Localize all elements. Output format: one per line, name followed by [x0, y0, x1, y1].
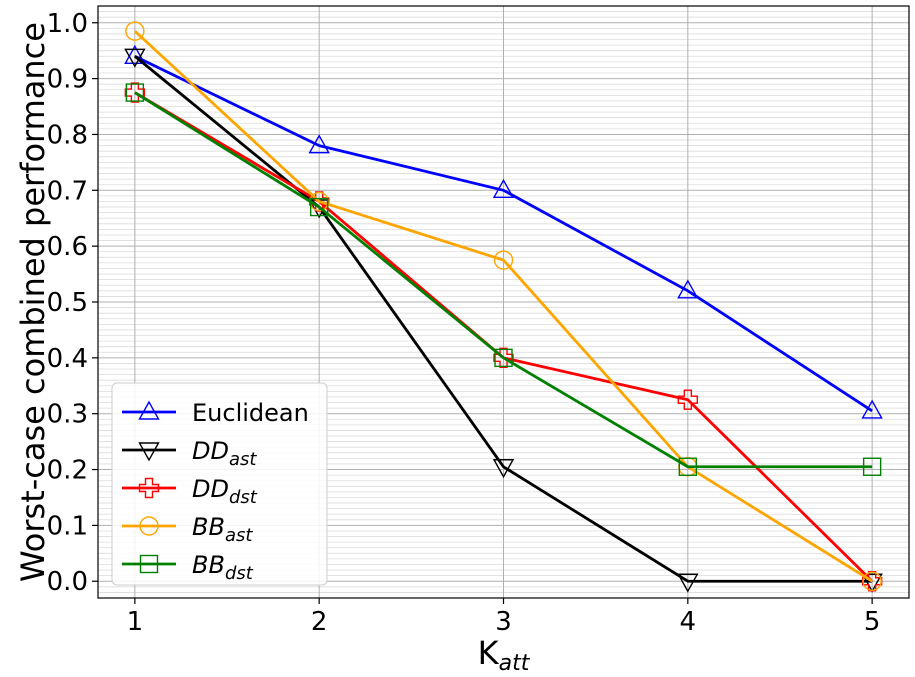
legend-marker: [139, 516, 159, 536]
x-tick-label: 5: [864, 607, 881, 637]
legend-label-main: BB: [192, 551, 225, 579]
legend-item: DDdst: [122, 475, 258, 508]
legend-label: DDast: [192, 437, 257, 470]
legend-item: DDast: [122, 437, 257, 470]
y-tick-label: 1.0: [47, 9, 88, 39]
legend-marker: [138, 477, 160, 499]
legend-box: [111, 382, 328, 586]
y-tick-label: 0.7: [47, 176, 88, 206]
data-point: [124, 82, 146, 103]
axis-ticks: 1 2 3 4 5 0.0 0.1 0.2 0.3 0.4 0.5 0.6 0.7 0.8 0.9 1.0: [47, 9, 881, 637]
data-point: [862, 457, 882, 476]
legend-label-main: BB: [192, 513, 225, 541]
series-line: [133, 55, 873, 583]
data-point: [124, 44, 146, 64]
legend-label: BBast: [192, 513, 253, 546]
x-tick-label: 3: [495, 607, 512, 637]
x-tick-label: 4: [680, 607, 697, 637]
data-point: [861, 399, 883, 419]
data-point: [309, 197, 329, 217]
y-tick-label: 0.0: [47, 567, 88, 597]
x-tick-label: 2: [311, 607, 328, 637]
legend-label-main: DD: [192, 437, 229, 465]
data-point: [493, 250, 514, 270]
data-point: [677, 279, 699, 299]
legend-label-sub: dst: [229, 487, 258, 508]
y-tick-label: 0.5: [47, 288, 88, 318]
series-euclidean: [124, 44, 883, 419]
series-bbdst: [125, 83, 882, 476]
data-point: [125, 21, 145, 41]
y-axis-label: Worst-case combined performance: [14, 22, 52, 582]
legend-label: BBdst: [192, 551, 254, 584]
legend-label-main: DD: [192, 475, 229, 503]
data-point: [678, 457, 698, 476]
legend-item: Euclidean: [122, 399, 309, 427]
data-point: [125, 83, 145, 102]
series-line: [134, 91, 873, 469]
x-tick-label: 1: [127, 607, 144, 637]
legend-item: BBdst: [122, 551, 254, 584]
x-axis-label-sub: att: [499, 651, 531, 676]
data-point: [677, 573, 699, 593]
series-layer: [124, 21, 883, 593]
data-point: [861, 571, 883, 592]
data-point: [124, 48, 146, 68]
legend-label-sub: dst: [225, 563, 254, 584]
x-axis-label: Katt: [478, 634, 531, 676]
x-axis-label-main: K: [478, 634, 500, 672]
data-point: [492, 178, 515, 199]
legend-label-sub: ast: [229, 449, 257, 470]
data-point: [492, 459, 515, 479]
y-tick-label: 0.2: [47, 456, 88, 486]
legend-label-sub: ast: [225, 525, 253, 546]
series-line: [133, 30, 873, 583]
legend-label: Euclidean: [192, 399, 309, 427]
data-point: [308, 134, 330, 154]
y-tick-label: 0.9: [47, 65, 88, 95]
legend-marker: [139, 554, 159, 574]
legend-marker: [138, 400, 160, 420]
data-point: [861, 573, 883, 593]
data-point: [493, 347, 514, 369]
legend-label: DDdst: [192, 475, 258, 508]
series-ddast: [124, 48, 883, 593]
y-tick-label: 0.1: [47, 511, 88, 541]
data-point: [862, 571, 882, 591]
series-line: [134, 55, 873, 413]
legend-label-main: Euclidean: [192, 399, 309, 427]
y-tick-label: 0.6: [47, 232, 88, 262]
y-tick-label: 0.3: [47, 400, 88, 430]
legend-marker: [138, 442, 160, 462]
y-tick-label: 0.8: [47, 120, 88, 150]
data-point: [494, 348, 513, 368]
y-tick-label: 0.4: [47, 344, 88, 374]
data-point: [677, 389, 699, 410]
legend-item: BBast: [122, 513, 253, 546]
